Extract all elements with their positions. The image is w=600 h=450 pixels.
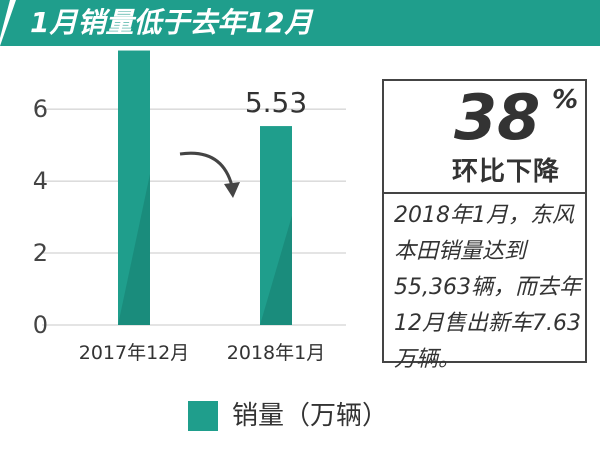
title-banner-shape — [0, 0, 600, 46]
data-label-1: 5.53 — [245, 86, 307, 119]
legend-label: 销量（万辆） — [232, 401, 389, 431]
info-paragraph: 2018年1月，东风本田销量达到55,363辆，而去年12月售出新车7.63万辆… — [394, 203, 581, 372]
title-banner: 1月销量低于去年12月 — [0, 0, 600, 46]
y-tick-label-4: 4 — [33, 167, 48, 195]
category-label-0: 2017年12月 — [79, 342, 190, 364]
y-tick-label-2: 2 — [33, 239, 48, 267]
decline-subtitle: 环比下降 — [452, 157, 561, 187]
percent-sign: % — [552, 85, 579, 115]
decline-arrow-head — [224, 182, 240, 198]
y-tick-label-0: 0 — [33, 311, 48, 339]
y-tick-label-6: 6 — [33, 95, 48, 123]
page-title: 1月销量低于去年12月 — [30, 6, 313, 39]
bar-shade-0 — [118, 174, 150, 325]
decline-percent: 38 — [454, 81, 541, 154]
legend-swatch — [188, 401, 218, 431]
category-label-1: 2018年1月 — [227, 342, 325, 364]
decline-arrow — [179, 151, 234, 187]
info-divider — [384, 192, 585, 194]
info-box: 38 % 环比下降 2018年1月，东风本田销量达到55,363辆，而去年12月… — [382, 79, 587, 372]
